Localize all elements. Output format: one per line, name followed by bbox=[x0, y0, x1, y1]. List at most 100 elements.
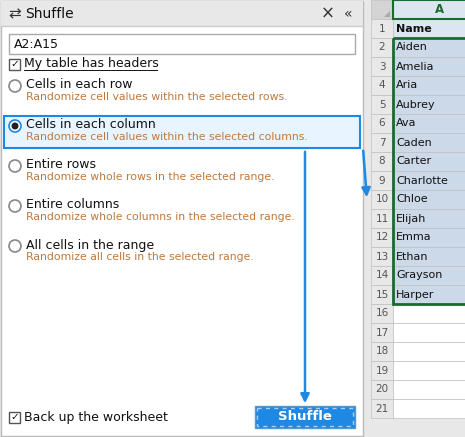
Text: 21: 21 bbox=[375, 403, 389, 413]
Text: 6: 6 bbox=[379, 118, 385, 128]
Bar bbox=[393, 0, 465, 19]
Text: Entire rows: Entire rows bbox=[26, 159, 96, 171]
Text: «: « bbox=[344, 7, 352, 21]
Text: My table has headers: My table has headers bbox=[24, 58, 159, 70]
Bar bbox=[9, 34, 355, 54]
Text: 16: 16 bbox=[375, 309, 389, 319]
Bar bbox=[371, 304, 393, 323]
Bar bbox=[393, 361, 465, 380]
Text: Randomize all cells in the selected range.: Randomize all cells in the selected rang… bbox=[26, 252, 254, 262]
Bar bbox=[371, 285, 393, 304]
Text: 5: 5 bbox=[379, 100, 385, 110]
Text: 18: 18 bbox=[375, 347, 389, 357]
Bar bbox=[393, 95, 465, 114]
Bar bbox=[393, 228, 465, 247]
Bar bbox=[371, 152, 393, 171]
Bar bbox=[393, 399, 465, 418]
Bar bbox=[371, 342, 393, 361]
Bar bbox=[257, 408, 353, 426]
Text: Chloe: Chloe bbox=[396, 194, 428, 205]
Text: ✓: ✓ bbox=[10, 59, 19, 69]
Bar bbox=[371, 114, 393, 133]
Circle shape bbox=[9, 200, 21, 212]
Polygon shape bbox=[384, 11, 390, 17]
Text: Elijah: Elijah bbox=[396, 214, 426, 223]
Bar bbox=[393, 304, 465, 323]
Text: 4: 4 bbox=[379, 80, 385, 90]
Bar bbox=[371, 323, 393, 342]
Text: Randomize whole rows in the selected range.: Randomize whole rows in the selected ran… bbox=[26, 172, 274, 182]
Text: Aubrey: Aubrey bbox=[396, 100, 436, 110]
Text: Carter: Carter bbox=[396, 156, 431, 166]
Text: Charlotte: Charlotte bbox=[396, 176, 448, 185]
Bar bbox=[393, 285, 465, 304]
Text: A2:A15: A2:A15 bbox=[14, 38, 59, 51]
Bar bbox=[393, 266, 465, 285]
Text: 13: 13 bbox=[375, 252, 389, 261]
Text: Randomize cell values within the selected columns.: Randomize cell values within the selecte… bbox=[26, 132, 308, 142]
Text: Randomize whole columns in the selected range.: Randomize whole columns in the selected … bbox=[26, 212, 295, 222]
Bar bbox=[393, 152, 465, 171]
Text: Emma: Emma bbox=[396, 232, 432, 243]
Bar bbox=[393, 209, 465, 228]
Bar bbox=[371, 380, 393, 399]
Text: ×: × bbox=[321, 5, 335, 23]
Text: Shuffle: Shuffle bbox=[25, 7, 73, 21]
Bar bbox=[393, 0, 465, 19]
Circle shape bbox=[9, 160, 21, 172]
Text: Aria: Aria bbox=[396, 80, 418, 90]
Text: 14: 14 bbox=[375, 271, 389, 281]
Text: Aiden: Aiden bbox=[396, 42, 428, 52]
Bar bbox=[371, 57, 393, 76]
Text: Ethan: Ethan bbox=[396, 252, 429, 261]
Bar bbox=[4, 116, 360, 148]
Bar bbox=[393, 133, 465, 152]
Text: ✓: ✓ bbox=[10, 412, 19, 422]
Bar bbox=[371, 95, 393, 114]
Bar bbox=[371, 209, 393, 228]
Text: A: A bbox=[435, 3, 444, 16]
Bar bbox=[371, 0, 393, 19]
Text: ⇄: ⇄ bbox=[8, 7, 21, 21]
Text: Shuffle: Shuffle bbox=[278, 410, 332, 423]
Bar bbox=[393, 171, 465, 190]
Bar bbox=[393, 38, 465, 304]
Bar bbox=[393, 380, 465, 399]
Text: Amelia: Amelia bbox=[396, 62, 434, 72]
Bar bbox=[255, 406, 355, 428]
Text: Cells in each column: Cells in each column bbox=[26, 118, 156, 132]
Bar bbox=[371, 247, 393, 266]
Text: Grayson: Grayson bbox=[396, 271, 442, 281]
Text: Entire columns: Entire columns bbox=[26, 198, 119, 212]
Bar bbox=[393, 76, 465, 95]
Bar bbox=[393, 114, 465, 133]
Bar bbox=[371, 361, 393, 380]
Text: 7: 7 bbox=[379, 138, 385, 148]
Bar bbox=[393, 247, 465, 266]
Bar bbox=[393, 57, 465, 76]
Text: Cells in each row: Cells in each row bbox=[26, 79, 133, 91]
Bar bbox=[371, 76, 393, 95]
Text: 3: 3 bbox=[379, 62, 385, 72]
Text: Harper: Harper bbox=[396, 289, 434, 299]
Text: 1: 1 bbox=[379, 24, 385, 34]
Bar bbox=[9, 412, 20, 423]
Circle shape bbox=[9, 120, 21, 132]
Bar bbox=[371, 38, 393, 57]
Bar bbox=[371, 399, 393, 418]
Bar bbox=[393, 342, 465, 361]
Text: 9: 9 bbox=[379, 176, 385, 185]
Circle shape bbox=[9, 240, 21, 252]
Text: 8: 8 bbox=[379, 156, 385, 166]
Text: 10: 10 bbox=[375, 194, 389, 205]
Bar bbox=[371, 190, 393, 209]
Bar bbox=[393, 190, 465, 209]
Text: 11: 11 bbox=[375, 214, 389, 223]
Bar bbox=[393, 38, 465, 57]
Text: Randomize cell values within the selected rows.: Randomize cell values within the selecte… bbox=[26, 92, 287, 102]
Bar bbox=[371, 171, 393, 190]
Text: Caden: Caden bbox=[396, 138, 432, 148]
Text: All cells in the range: All cells in the range bbox=[26, 239, 154, 252]
Text: Back up the worksheet: Back up the worksheet bbox=[24, 410, 168, 423]
Text: 2: 2 bbox=[379, 42, 385, 52]
